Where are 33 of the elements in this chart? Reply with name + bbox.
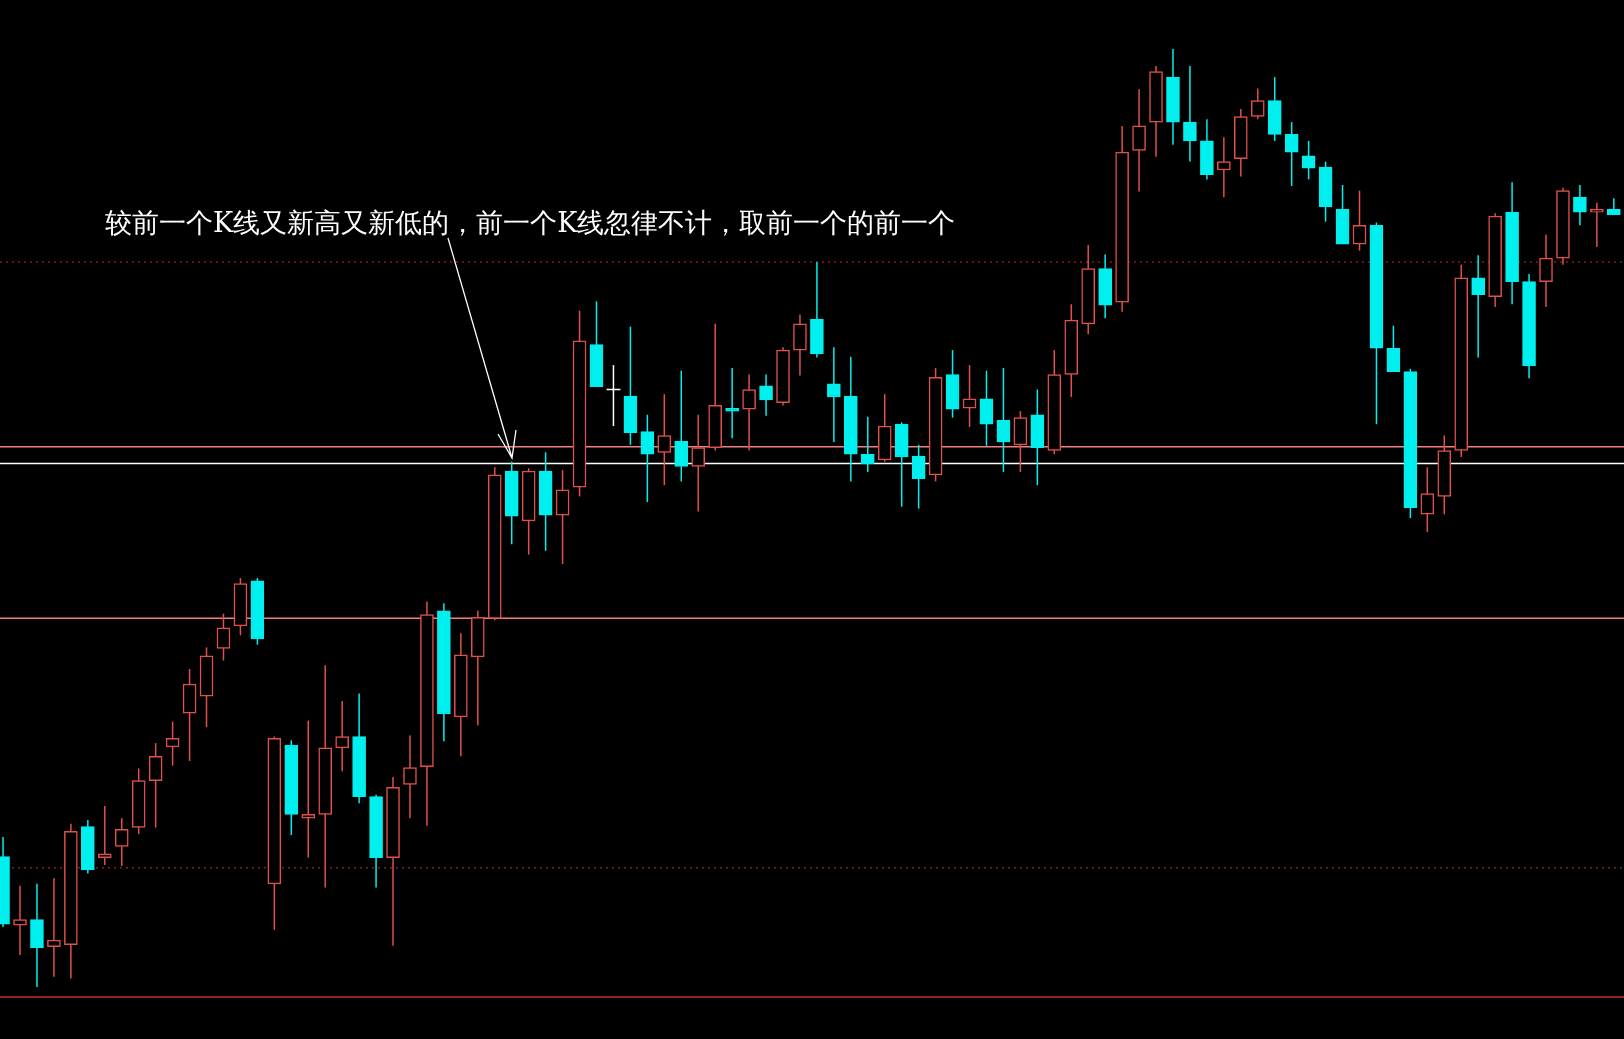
candlestick — [759, 373, 773, 417]
candlestick — [165, 720, 180, 767]
candlestick — [640, 414, 655, 503]
candlestick — [555, 469, 570, 565]
candlestick — [216, 612, 231, 662]
candlestick — [962, 364, 977, 428]
candlestick — [1539, 233, 1553, 308]
candlestick — [1471, 254, 1486, 359]
candlestick — [742, 373, 756, 452]
annotation: 较前一个K线又新高又新低的，前一个K线忽律不计，取前一个的前一个 — [105, 207, 956, 238]
candlestick — [1132, 88, 1146, 193]
candlestick — [996, 367, 1011, 473]
candlestick — [1301, 140, 1316, 181]
candlestick — [1590, 202, 1604, 248]
candlestick — [827, 346, 841, 443]
candlestick — [1352, 189, 1367, 252]
candlestick — [691, 414, 706, 513]
candlestick — [1573, 184, 1587, 227]
candlestick — [979, 369, 994, 447]
candlestick — [911, 444, 926, 510]
candlestick — [1420, 466, 1435, 533]
candlestick — [674, 369, 689, 483]
candlestick — [657, 393, 672, 486]
candlestick — [860, 415, 875, 473]
candlestick — [793, 313, 807, 377]
candlestick — [403, 734, 417, 819]
candlestick — [1183, 65, 1197, 163]
candlestick — [725, 367, 739, 440]
candlestick — [1284, 121, 1299, 187]
candlestick — [148, 742, 163, 829]
candlestick — [1217, 136, 1231, 198]
candlestick — [1386, 324, 1401, 373]
candlestick — [335, 700, 349, 773]
